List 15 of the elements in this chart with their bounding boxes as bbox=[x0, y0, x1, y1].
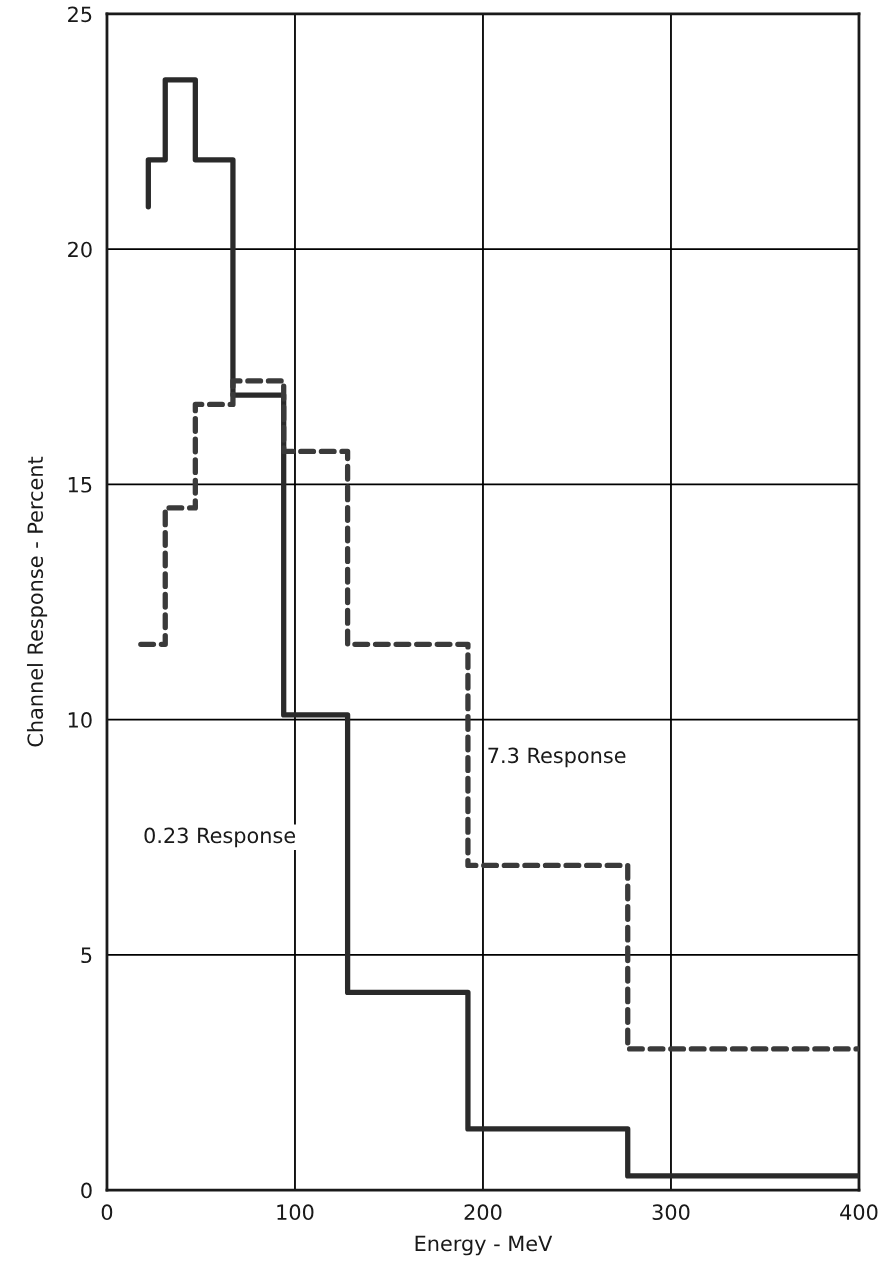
x-axis-title: Energy - MeV bbox=[415, 1235, 553, 1256]
series-label: 7.3 Response bbox=[488, 747, 626, 768]
y-tick-label: 25 bbox=[68, 6, 92, 23]
y-tick-label: 0 bbox=[81, 1182, 92, 1199]
y-tick-label: 15 bbox=[68, 477, 92, 493]
x-tick-label: 300 bbox=[652, 1204, 690, 1221]
y-tick-label: 20 bbox=[68, 241, 92, 258]
y-axis-title: Channel Response - Percent bbox=[26, 456, 48, 747]
y-tick-label: 10 bbox=[68, 712, 92, 728]
text: 0.23 Response bbox=[144, 827, 296, 848]
x-tick-label: 100 bbox=[277, 1204, 314, 1221]
x-tick-label: 400 bbox=[840, 1204, 878, 1221]
x-tick-label: 0 bbox=[101, 1204, 113, 1221]
y-tick-label: 5 bbox=[81, 947, 92, 964]
x-tick-label: 200 bbox=[464, 1204, 502, 1221]
